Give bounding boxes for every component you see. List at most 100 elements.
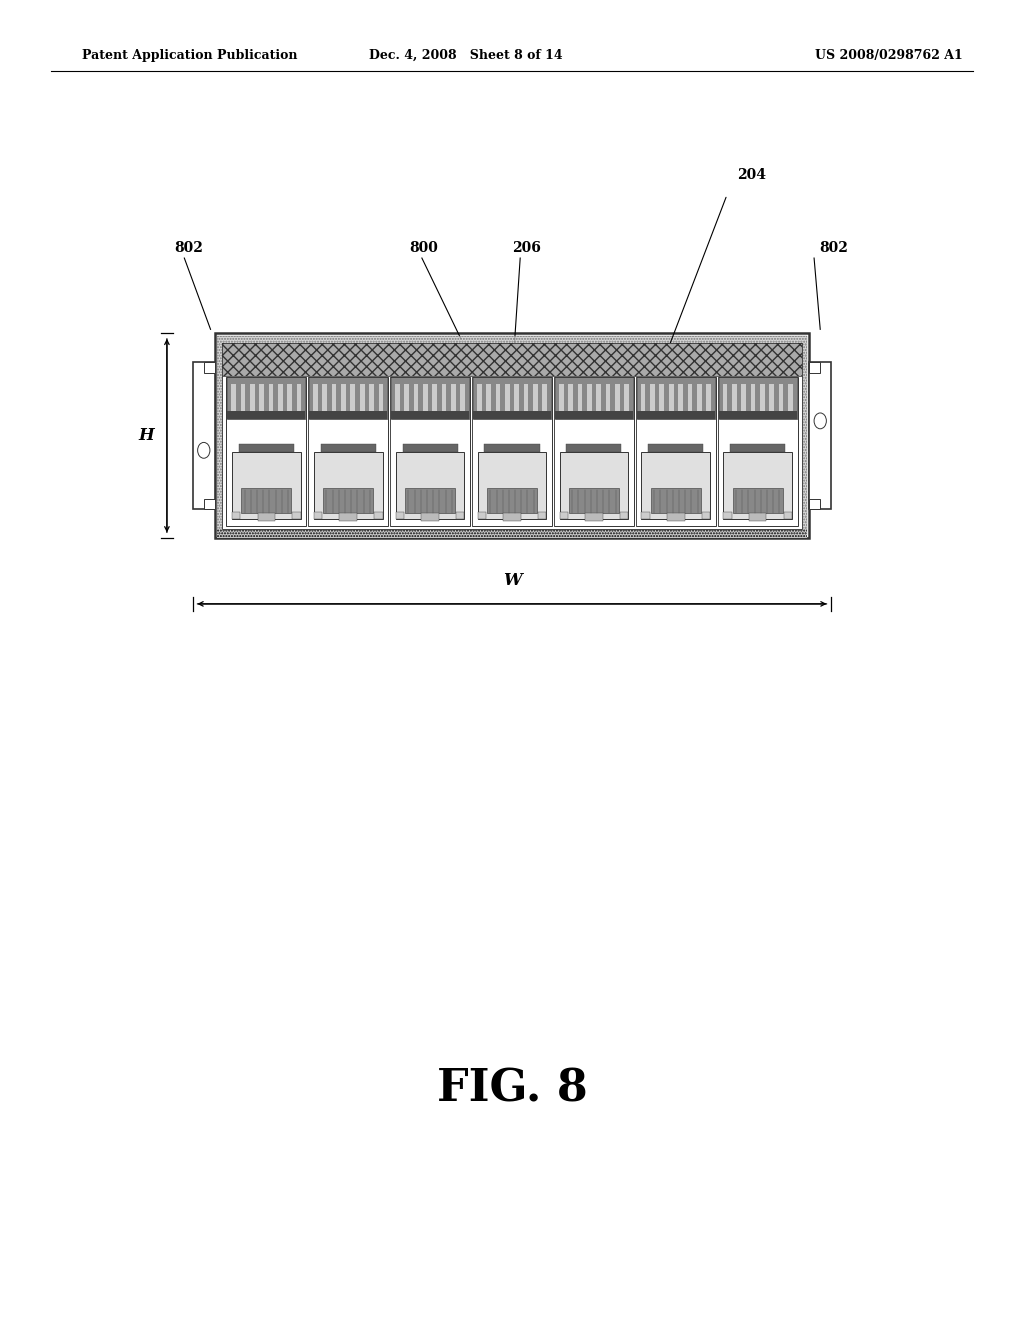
- Bar: [751, 384, 756, 413]
- Bar: [217, 337, 807, 535]
- Bar: [231, 384, 236, 413]
- Bar: [222, 342, 802, 376]
- Bar: [648, 445, 703, 451]
- Bar: [222, 342, 802, 376]
- Bar: [457, 512, 465, 519]
- Bar: [637, 412, 715, 418]
- Bar: [587, 384, 592, 413]
- Bar: [402, 445, 458, 451]
- Bar: [615, 384, 620, 413]
- Bar: [637, 378, 715, 418]
- Bar: [566, 445, 622, 451]
- Bar: [321, 445, 376, 451]
- Bar: [340, 513, 356, 521]
- Bar: [390, 378, 470, 525]
- Bar: [288, 384, 292, 413]
- Bar: [259, 384, 264, 413]
- Bar: [723, 451, 793, 519]
- Circle shape: [814, 413, 826, 429]
- Bar: [477, 512, 485, 519]
- Bar: [486, 384, 490, 413]
- Bar: [625, 384, 629, 413]
- Circle shape: [198, 442, 210, 458]
- Bar: [504, 513, 520, 521]
- Bar: [477, 384, 481, 413]
- Bar: [788, 384, 793, 413]
- Bar: [258, 513, 274, 521]
- Bar: [268, 384, 273, 413]
- Bar: [641, 512, 649, 519]
- Bar: [719, 412, 797, 418]
- Bar: [204, 499, 215, 510]
- Bar: [215, 333, 809, 539]
- FancyBboxPatch shape: [193, 362, 215, 510]
- Bar: [313, 512, 322, 519]
- Bar: [750, 513, 766, 521]
- Bar: [395, 451, 465, 519]
- Text: Dec. 4, 2008   Sheet 8 of 14: Dec. 4, 2008 Sheet 8 of 14: [369, 49, 563, 62]
- Bar: [226, 378, 306, 525]
- Bar: [309, 378, 387, 418]
- Bar: [432, 384, 437, 413]
- Bar: [359, 384, 365, 413]
- Bar: [477, 451, 547, 519]
- Bar: [555, 412, 633, 418]
- Text: 206: 206: [512, 240, 541, 255]
- Bar: [650, 384, 654, 413]
- Bar: [559, 384, 563, 413]
- Bar: [668, 513, 684, 521]
- Bar: [723, 384, 727, 413]
- Bar: [309, 412, 387, 418]
- Text: H: H: [138, 428, 155, 444]
- Bar: [395, 512, 403, 519]
- Bar: [484, 445, 540, 451]
- Bar: [391, 412, 469, 418]
- Text: W: W: [503, 572, 521, 589]
- FancyBboxPatch shape: [809, 362, 831, 510]
- Bar: [406, 488, 455, 513]
- Bar: [313, 384, 317, 413]
- Bar: [605, 384, 610, 413]
- Bar: [651, 488, 700, 513]
- Bar: [555, 378, 633, 418]
- Bar: [702, 512, 711, 519]
- Text: Patent Application Publication: Patent Application Publication: [82, 49, 297, 62]
- Bar: [809, 362, 820, 372]
- Bar: [350, 384, 355, 413]
- Bar: [395, 384, 399, 413]
- Bar: [323, 384, 327, 413]
- Text: 802: 802: [174, 240, 203, 255]
- Bar: [297, 384, 301, 413]
- Bar: [227, 378, 305, 418]
- Bar: [461, 384, 465, 413]
- Bar: [452, 384, 456, 413]
- Bar: [559, 512, 567, 519]
- Bar: [586, 513, 602, 521]
- Bar: [341, 384, 346, 413]
- Bar: [707, 384, 711, 413]
- Bar: [441, 384, 446, 413]
- Bar: [539, 512, 547, 519]
- Bar: [760, 384, 765, 413]
- Bar: [769, 384, 774, 413]
- Bar: [422, 513, 438, 521]
- Text: 802: 802: [819, 240, 848, 255]
- Bar: [719, 378, 797, 418]
- Bar: [659, 384, 665, 413]
- Bar: [687, 384, 692, 413]
- Bar: [569, 488, 618, 513]
- Bar: [784, 512, 793, 519]
- Bar: [324, 488, 373, 513]
- Bar: [404, 384, 409, 413]
- Bar: [278, 384, 283, 413]
- Bar: [514, 384, 519, 413]
- Bar: [473, 378, 551, 418]
- Bar: [414, 384, 419, 413]
- Bar: [227, 412, 305, 418]
- Bar: [473, 412, 551, 418]
- Bar: [496, 384, 501, 413]
- Bar: [423, 384, 428, 413]
- Bar: [641, 384, 645, 413]
- Bar: [487, 488, 537, 513]
- Text: US 2008/0298762 A1: US 2008/0298762 A1: [815, 49, 963, 62]
